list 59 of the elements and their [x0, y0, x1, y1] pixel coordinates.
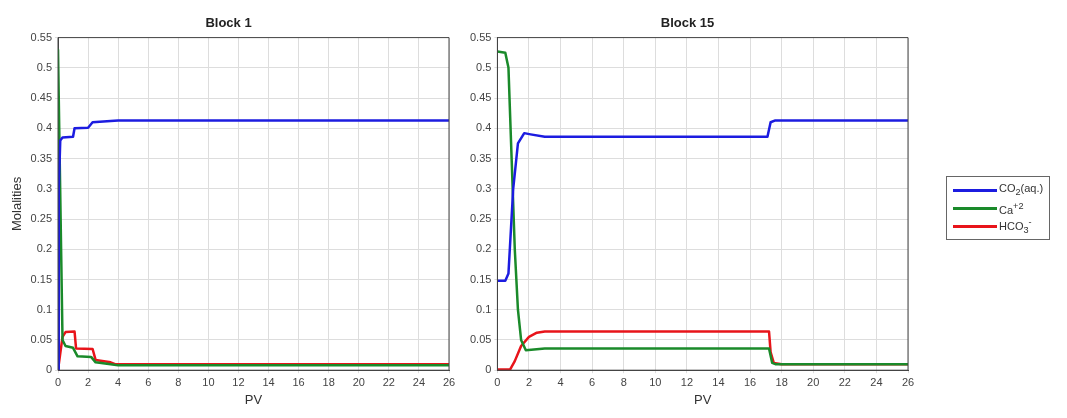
chart-title: Block 15: [660, 15, 715, 31]
x-tick-label: 8: [620, 375, 627, 388]
y-tick-label: 0.45: [469, 91, 492, 104]
y-tick-label: 0.25: [469, 212, 492, 225]
x-tick-label: 10: [202, 375, 215, 388]
y-tick-label: 0.55: [30, 30, 53, 43]
y-tick-label: 0.25: [30, 212, 53, 225]
y-tick-label: 0: [485, 363, 492, 376]
x-tick-label: 8: [175, 375, 182, 388]
x-tick-label: 6: [145, 375, 152, 388]
y-axis-title: Molalities: [9, 176, 25, 231]
x-tick-label: 22: [838, 375, 851, 388]
x-tick-label: 14: [712, 375, 725, 388]
x-tick-label: 18: [322, 375, 335, 388]
y-tick-label: 0.1: [36, 302, 53, 315]
x-tick-label: 22: [382, 375, 395, 388]
y-tick-label: 0.2: [476, 242, 492, 255]
y-tick-label: 0.5: [36, 60, 53, 73]
y-tick-label: 0.55: [469, 30, 492, 43]
x-tick-label: 0: [494, 375, 501, 388]
x-axis-title: PV: [244, 391, 263, 407]
x-tick-label: 16: [292, 375, 305, 388]
y-tick-label: 0.1: [476, 302, 492, 315]
x-tick-label: 14: [262, 375, 275, 388]
x-axis-title: PV: [694, 391, 712, 407]
y-tick-label: 0.05: [30, 332, 53, 345]
x-tick-label: 4: [557, 375, 564, 388]
x-tick-label: 2: [85, 375, 92, 388]
x-tick-label: 2: [525, 375, 533, 388]
legend-label: Ca$^{+2}$: [999, 200, 1024, 216]
y-tick-label: 0.15: [469, 272, 492, 285]
x-tick-label: 6: [589, 375, 596, 388]
y-tick-label: 0.2: [36, 242, 53, 255]
x-tick-label: 26: [901, 375, 915, 388]
x-tick-label: 20: [807, 375, 820, 388]
y-tick-label: 0.5: [476, 60, 492, 73]
y-tick-label: 0.15: [30, 272, 53, 285]
y-tick-label: 0.05: [469, 332, 492, 345]
x-tick-label: 26: [442, 375, 456, 388]
x-tick-label: 24: [870, 375, 883, 388]
y-tick-label: 0: [45, 363, 53, 376]
x-tick-label: 16: [743, 375, 757, 388]
legend-label: CO$_{2}$(aq.): [999, 182, 1044, 198]
x-tick-label: 10: [649, 375, 662, 388]
x-tick-label: 20: [352, 375, 365, 388]
y-tick-label: 0.3: [36, 181, 53, 194]
x-tick-label: 12: [680, 375, 694, 388]
x-tick-label: 4: [115, 375, 122, 388]
x-tick-label: 18: [775, 375, 788, 388]
x-tick-label: 12: [232, 375, 245, 388]
y-tick-label: 0.35: [30, 151, 53, 164]
x-tick-label: 24: [412, 375, 426, 388]
x-tick-label: 0: [54, 375, 62, 388]
y-tick-label: 0.4: [476, 121, 492, 134]
y-tick-label: 0.45: [30, 91, 53, 104]
y-tick-label: 0.35: [469, 151, 492, 164]
y-tick-label: 0.4: [36, 121, 53, 134]
y-tick-label: 0.3: [476, 181, 492, 194]
chart-title: Block 1: [205, 15, 252, 31]
